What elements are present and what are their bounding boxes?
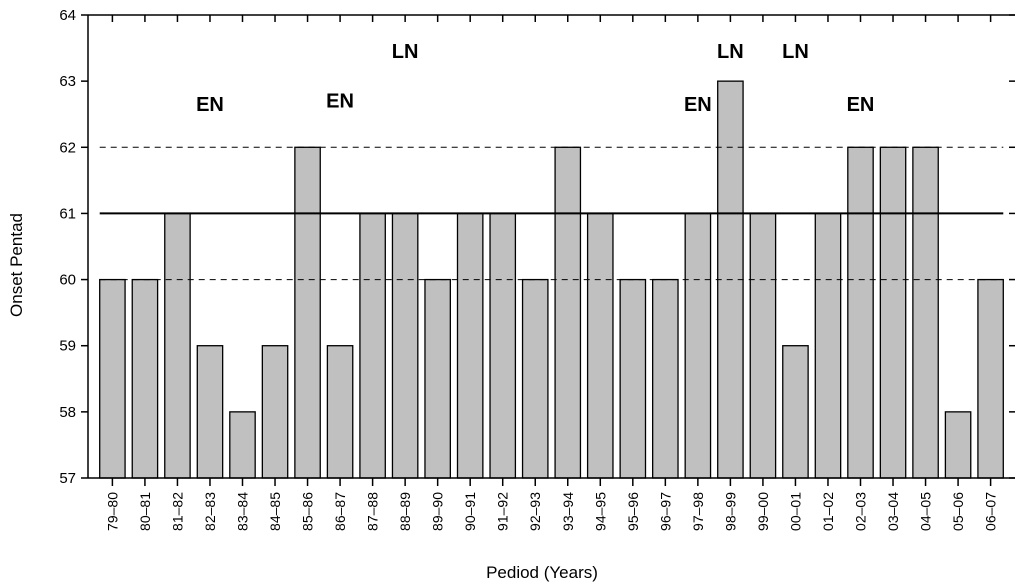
x-tick-label: 02–03 (853, 492, 869, 531)
bar-04–05 (912, 146, 939, 479)
bar-95–96 (619, 278, 647, 479)
x-tick-label: 95–96 (625, 492, 641, 531)
bar-82–83 (196, 345, 224, 479)
bar-99–00 (749, 212, 777, 479)
bar-89–90 (424, 278, 451, 479)
x-tick-label: 00–01 (787, 492, 803, 531)
bar-96–97 (652, 278, 679, 479)
y-tick-label: 62 (59, 139, 76, 156)
bar-90–91 (456, 212, 484, 479)
bar-84–85 (261, 345, 289, 479)
annotation-en: EN (326, 91, 354, 113)
bar-05–06 (944, 411, 972, 479)
x-tick-label: 89–90 (430, 492, 446, 531)
y-axis-ticks: 57 58 59 60 61 62 63 64 (59, 7, 1015, 487)
annotations: EN EN LN EN LN LN EN (196, 41, 874, 116)
x-tick-label: 85–86 (300, 492, 316, 531)
x-tick-label: 96–97 (657, 492, 673, 531)
x-axis-title: Pediod (Years) (486, 563, 598, 582)
x-tick-label: 81–82 (169, 492, 185, 531)
annotation-ln: LN (392, 41, 419, 63)
y-tick-label: 61 (59, 205, 76, 222)
x-tick-label: 90–91 (462, 492, 478, 531)
x-tick-label: 88–89 (397, 492, 413, 531)
annotation-en: EN (196, 94, 224, 116)
x-axis-ticks: 79–80 80–81 81–82 82–83 83–84 84–85 85–86 86–87… (104, 15, 999, 531)
y-tick-label: 58 (59, 404, 76, 421)
bar-00–01 (782, 345, 809, 479)
x-tick-label: 01–02 (820, 492, 836, 531)
x-tick-label: 05–06 (950, 492, 966, 531)
bar-83–84 (229, 411, 256, 479)
x-tick-label: 84–85 (267, 492, 283, 531)
x-tick-label: 97–98 (690, 492, 706, 531)
y-tick-label: 59 (59, 338, 76, 355)
y-tick-label: 60 (59, 272, 76, 289)
annotation-ln: LN (717, 41, 744, 63)
x-tick-label: 82–83 (202, 492, 218, 531)
bar-02–03 (847, 146, 874, 479)
bar-06–07 (977, 278, 1004, 479)
x-tick-label: 80–81 (137, 492, 153, 531)
x-tick-label: 99–00 (755, 492, 771, 531)
bar-85–86 (294, 146, 321, 479)
axes (87, 14, 1015, 479)
bar-81–82 (164, 212, 191, 479)
bar-94–95 (586, 212, 614, 479)
bar-92–93 (521, 278, 549, 479)
y-tick-label: 57 (59, 470, 76, 487)
bar-03–04 (879, 146, 907, 479)
bar-97–98 (684, 212, 712, 479)
bar-87–88 (359, 212, 386, 479)
x-tick-label: 06–07 (983, 492, 999, 531)
x-tick-label: 86–87 (332, 492, 348, 531)
x-tick-label: 04–05 (918, 492, 934, 531)
annotation-ln: LN (782, 41, 809, 63)
y-axis-title: Onset Pentad (7, 213, 26, 317)
x-tick-label: 94–95 (592, 492, 608, 531)
x-tick-label: 03–04 (885, 492, 901, 531)
x-tick-label: 93–94 (560, 492, 576, 531)
bar-88–89 (391, 212, 419, 479)
bar-01–02 (814, 212, 842, 479)
annotation-en: EN (847, 94, 875, 116)
bar-86–87 (326, 345, 354, 479)
annotation-en: EN (684, 94, 712, 116)
bar-91–92 (489, 212, 517, 479)
y-tick-label: 63 (59, 73, 76, 90)
x-tick-label: 91–92 (495, 492, 511, 531)
reference-lines (99, 146, 1004, 281)
y-tick-label: 64 (59, 7, 76, 24)
bar-79–80 (99, 278, 126, 479)
bar-93–94 (554, 146, 582, 479)
x-tick-label: 98–99 (722, 492, 738, 531)
x-tick-label: 83–84 (235, 492, 251, 531)
x-tick-label: 87–88 (365, 492, 381, 531)
x-tick-label: 79–80 (104, 492, 120, 531)
bar-80–81 (131, 278, 159, 479)
x-tick-label: 92–93 (527, 492, 543, 531)
